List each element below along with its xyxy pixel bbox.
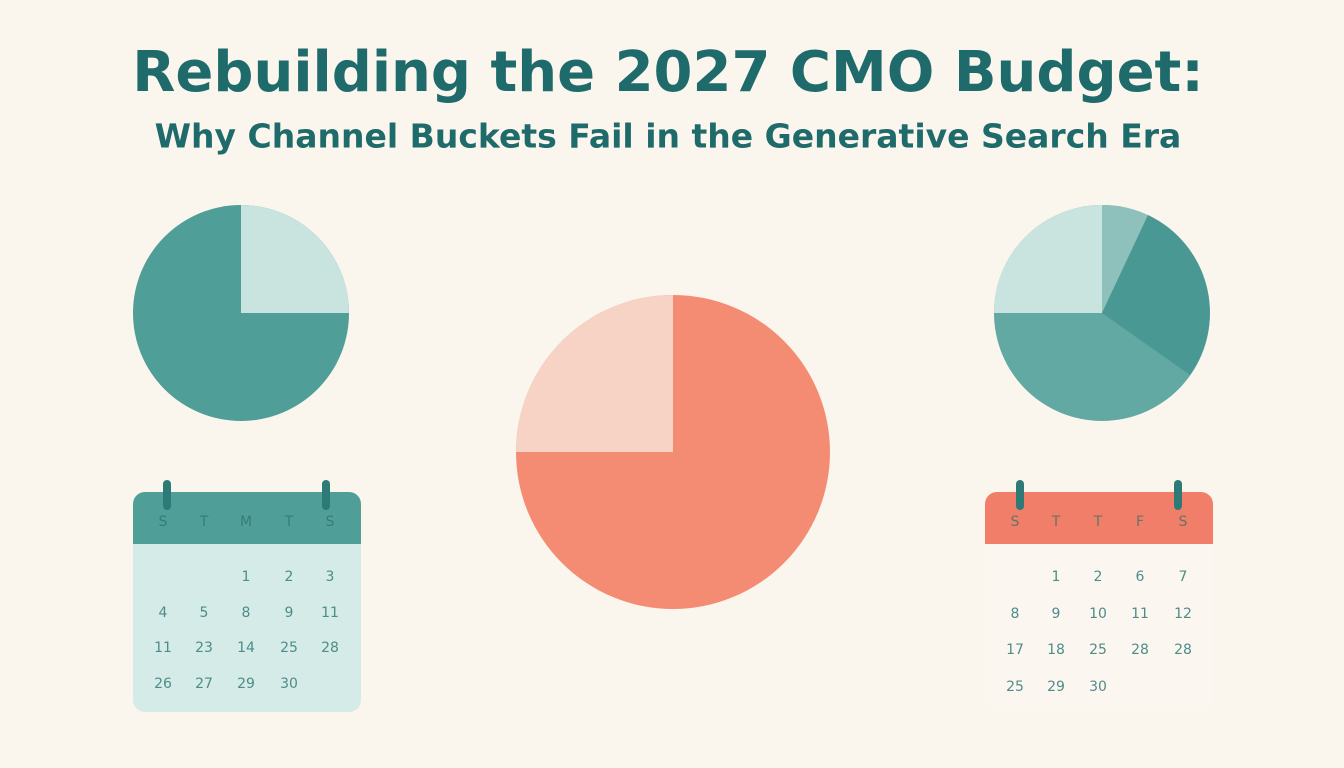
day-number: 25 xyxy=(280,640,298,656)
day-number: 6 xyxy=(1136,569,1145,585)
day-number: 30 xyxy=(280,676,298,692)
subtitle: Why Channel Buckets Fail in the Generati… xyxy=(155,117,1182,156)
weekday-label: T xyxy=(1093,514,1103,530)
pie-center xyxy=(516,295,830,609)
calendar-ring xyxy=(163,480,171,510)
day-number: 11 xyxy=(321,605,339,621)
day-number: 1 xyxy=(1052,569,1061,585)
pie-slice xyxy=(994,205,1102,313)
calendar-ring xyxy=(322,480,330,510)
pie-slice xyxy=(516,295,673,452)
day-number: 26 xyxy=(154,676,172,692)
title: Rebuilding the 2027 CMO Budget: xyxy=(132,40,1203,105)
day-number: 3 xyxy=(326,569,335,585)
calendar-header xyxy=(133,492,361,544)
calendar-body xyxy=(985,492,1213,712)
pie-right xyxy=(994,204,1210,421)
day-number: 8 xyxy=(242,605,251,621)
day-number: 28 xyxy=(1174,642,1192,658)
weekday-label: F xyxy=(1136,514,1144,530)
day-number: 29 xyxy=(1047,679,1065,695)
pie-slice xyxy=(241,205,349,313)
day-number: 9 xyxy=(285,605,294,621)
day-number: 2 xyxy=(285,569,294,585)
pie-slice xyxy=(1102,204,1148,313)
day-number: 9 xyxy=(1052,606,1061,622)
calendar-ring xyxy=(1016,480,1024,510)
day-number: 28 xyxy=(321,640,339,656)
weekday-label: T xyxy=(284,514,294,530)
day-number: 7 xyxy=(1179,569,1188,585)
calendar-header xyxy=(985,492,1213,544)
day-number: 12 xyxy=(1174,606,1192,622)
calendar-body xyxy=(133,492,361,712)
day-number: 18 xyxy=(1047,642,1065,658)
day-number: 2 xyxy=(1094,569,1103,585)
day-number: 8 xyxy=(1011,606,1020,622)
day-number: 14 xyxy=(237,640,255,656)
day-number: 23 xyxy=(195,640,213,656)
day-number: 11 xyxy=(154,640,172,656)
calendar-ring xyxy=(1174,480,1182,510)
weekday-label: T xyxy=(199,514,209,530)
calendar-right xyxy=(985,480,1213,712)
day-number: 11 xyxy=(1131,606,1149,622)
day-number: 4 xyxy=(159,605,168,621)
day-number: 25 xyxy=(1089,642,1107,658)
day-number: 25 xyxy=(1006,679,1024,695)
day-number: 28 xyxy=(1131,642,1149,658)
day-number: 30 xyxy=(1089,679,1107,695)
day-number: 17 xyxy=(1006,642,1024,658)
day-number: 29 xyxy=(237,676,255,692)
weekday-label: S xyxy=(1179,514,1188,530)
day-number: 27 xyxy=(195,676,213,692)
weekday-label: S xyxy=(159,514,168,530)
weekday-label: S xyxy=(326,514,335,530)
day-number: 5 xyxy=(200,605,209,621)
weekday-label: M xyxy=(240,514,252,530)
weekday-label: S xyxy=(1011,514,1020,530)
pie-left xyxy=(133,205,349,421)
calendar-left xyxy=(133,480,361,712)
day-number: 1 xyxy=(242,569,251,585)
pie-slice xyxy=(1102,215,1210,375)
day-number: 10 xyxy=(1089,606,1107,622)
weekday-label: T xyxy=(1051,514,1061,530)
